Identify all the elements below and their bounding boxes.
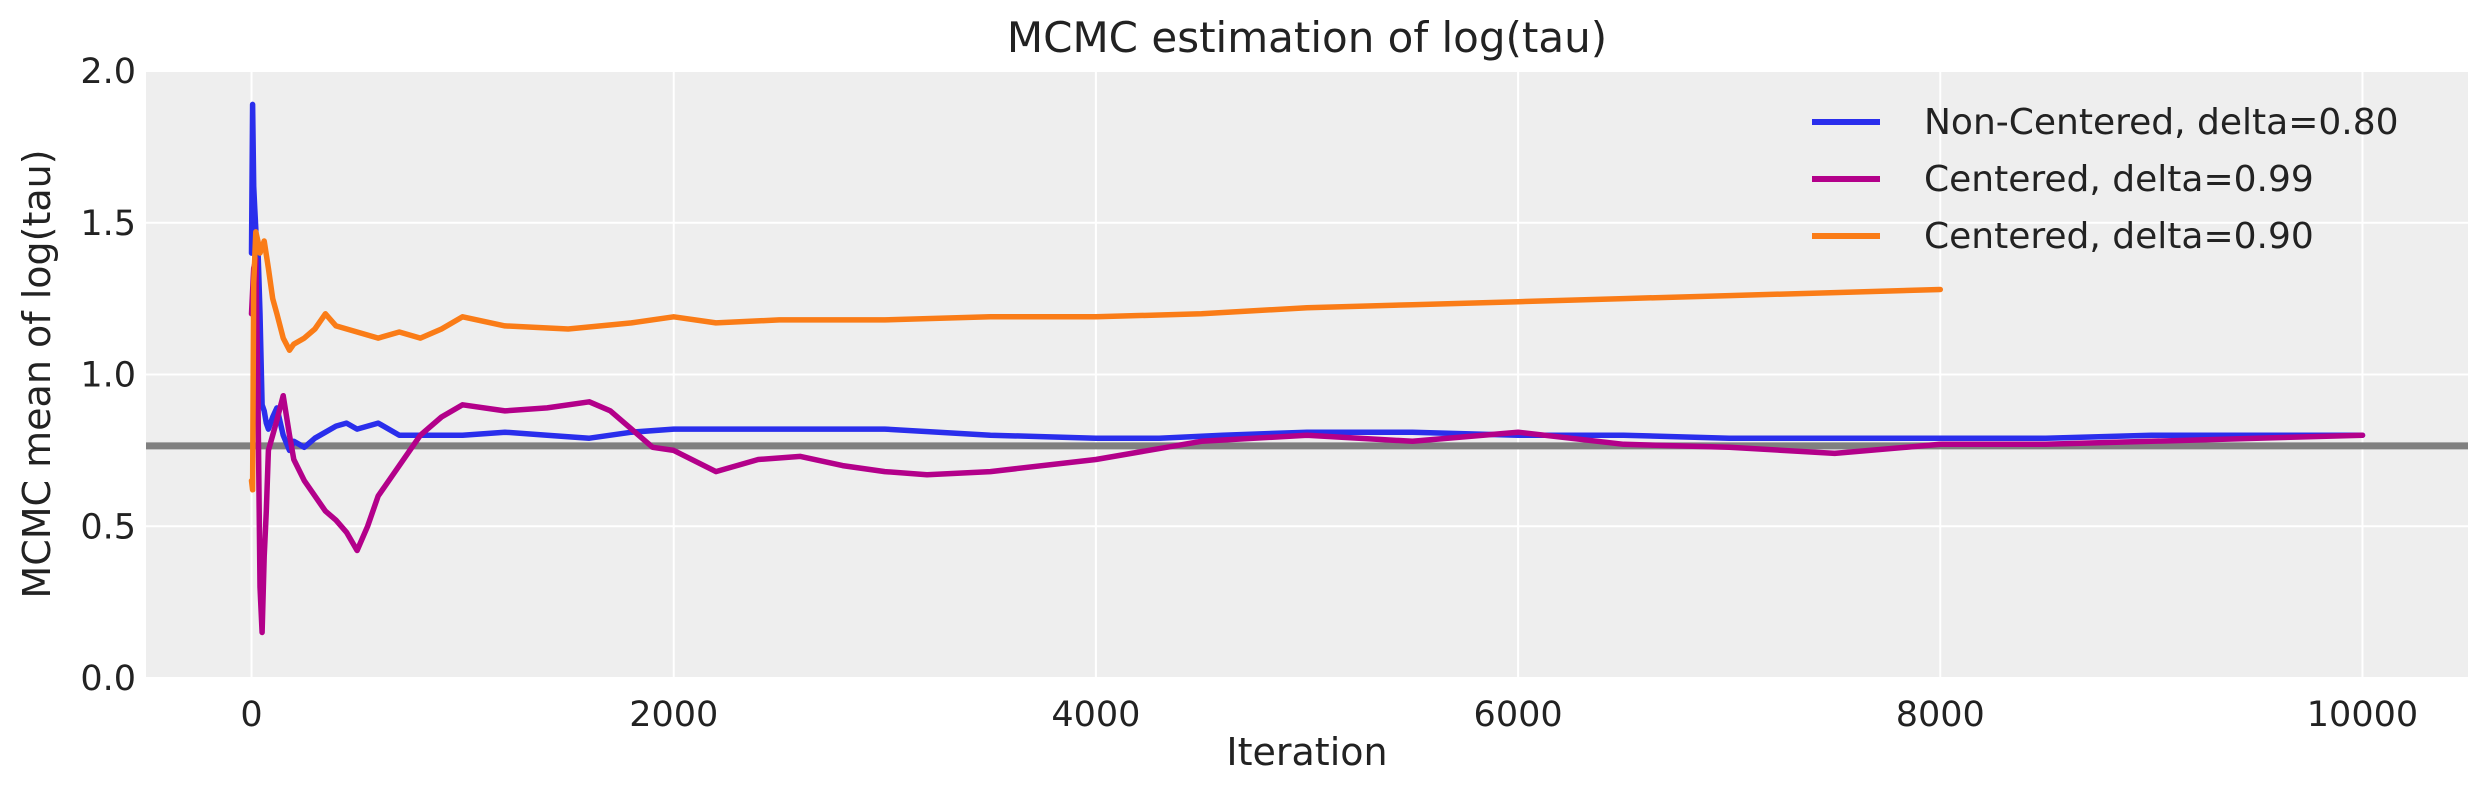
x-tick-label: 6000	[1474, 695, 1563, 735]
x-axis-label: Iteration	[1226, 730, 1387, 774]
x-tick-label: 8000	[1896, 695, 1985, 735]
y-axis-label: MCMC mean of log(tau)	[15, 149, 59, 598]
series-line-3	[248, 229, 1944, 493]
series-line-2	[248, 256, 2366, 636]
y-tick-label: 2.0	[80, 52, 136, 92]
x-tick-label: 4000	[1051, 695, 1140, 735]
grid	[146, 70, 2468, 679]
x-tick-label: 2000	[629, 695, 718, 735]
x-tick-label: 0	[240, 695, 262, 735]
legend-label-1: Non-Centered, delta=0.80	[1924, 102, 2399, 143]
legend: Non-Centered, delta=0.80 Centered, delta=…	[1812, 102, 2399, 257]
y-tick-label: 0.0	[80, 659, 136, 699]
y-tick-label: 1.5	[80, 204, 136, 244]
chart-title: MCMC estimation of log(tau)	[1007, 13, 1607, 62]
legend-label-3: Centered, delta=0.90	[1924, 216, 2314, 257]
series-layer	[248, 101, 2366, 636]
legend-label-2: Centered, delta=0.99	[1924, 159, 2314, 200]
x-tick-labels: 0 2000 4000 6000 8000 10000	[240, 695, 2418, 735]
x-tick-label: 10000	[2307, 695, 2418, 735]
y-tick-label: 1.0	[80, 356, 136, 396]
y-tick-labels: 0.0 0.5 1.0 1.5 2.0	[80, 52, 136, 699]
y-tick-label: 0.5	[80, 507, 136, 547]
series-line-1	[248, 101, 2366, 454]
